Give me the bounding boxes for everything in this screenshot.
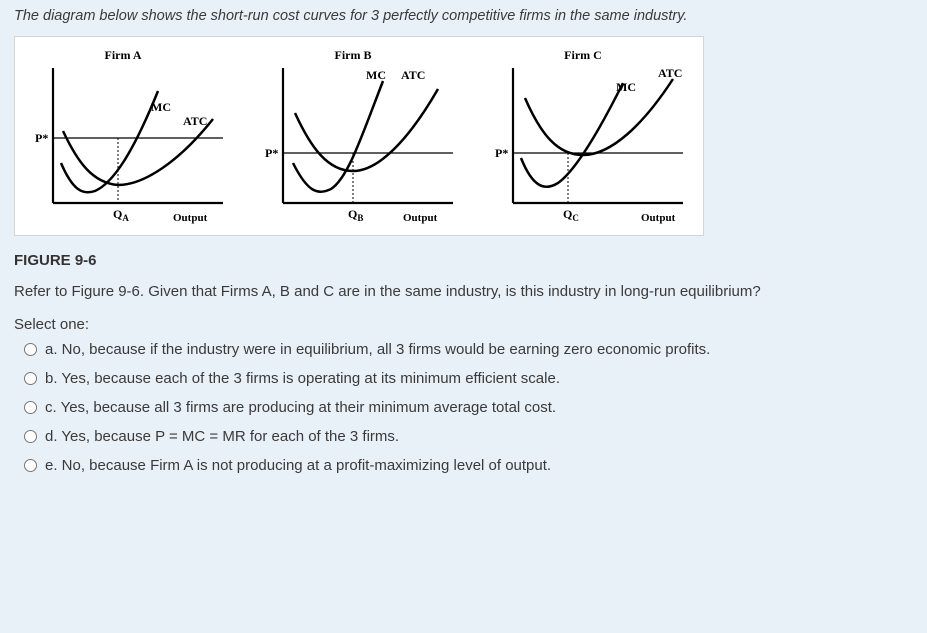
q-label-b: QB <box>348 207 363 223</box>
chart-svg-b: Firm B P* MC ATC QB Output <box>253 43 473 233</box>
radio-b[interactable] <box>24 372 37 385</box>
chart-firm-b: Firm B P* MC ATC QB Output <box>253 43 473 233</box>
option-d-text: d. Yes, because P = MC = MR for each of … <box>45 428 399 445</box>
mc-label-a: MC <box>151 100 171 114</box>
radio-a[interactable] <box>24 343 37 356</box>
output-label-c: Output <box>641 212 676 224</box>
select-one-label: Select one: <box>14 316 913 333</box>
option-b[interactable]: b. Yes, because each of the 3 firms is o… <box>24 370 913 387</box>
chart-title-a: Firm A <box>105 48 142 62</box>
question-text: Refer to Figure 9-6. Given that Firms A,… <box>14 283 913 300</box>
output-label-b: Output <box>403 212 438 224</box>
option-e[interactable]: e. No, because Firm A is not producing a… <box>24 457 913 474</box>
chart-svg-a: Firm A P* MC ATC <box>23 43 243 233</box>
chart-firm-a: Firm A P* MC ATC <box>23 43 243 233</box>
figure-box: Firm A P* MC ATC <box>14 36 704 236</box>
intro-text: The diagram below shows the short-run co… <box>14 8 913 24</box>
atc-curve-a <box>63 119 213 185</box>
option-b-text: b. Yes, because each of the 3 firms is o… <box>45 370 560 387</box>
atc-label-b: ATC <box>401 68 425 82</box>
charts-row: Firm A P* MC ATC <box>23 43 695 233</box>
p-star-label-c: P* <box>495 146 508 160</box>
options-list: a. No, because if the industry were in e… <box>14 341 913 474</box>
atc-label-c: ATC <box>658 66 682 80</box>
option-e-text: e. No, because Firm A is not producing a… <box>45 457 551 474</box>
radio-c[interactable] <box>24 401 37 414</box>
atc-curve-c <box>525 79 673 155</box>
page-container: The diagram below shows the short-run co… <box>0 0 927 633</box>
option-a-text: a. No, because if the industry were in e… <box>45 341 710 358</box>
option-c-text: c. Yes, because all 3 firms are producin… <box>45 399 556 416</box>
option-a[interactable]: a. No, because if the industry were in e… <box>24 341 913 358</box>
chart-title-c: Firm C <box>564 48 602 62</box>
figure-reference: FIGURE 9-6 <box>14 252 913 269</box>
chart-title-b: Firm B <box>335 48 372 62</box>
atc-curve-b <box>295 89 438 171</box>
mc-curve-c <box>521 83 623 187</box>
p-star-label-b: P* <box>265 146 278 160</box>
atc-label-a: ATC <box>183 114 207 128</box>
option-d[interactable]: d. Yes, because P = MC = MR for each of … <box>24 428 913 445</box>
chart-firm-c: Firm C P* MC ATC QC Output <box>483 43 703 233</box>
p-star-label-a: P* <box>35 131 48 145</box>
chart-svg-c: Firm C P* MC ATC QC Output <box>483 43 703 233</box>
q-label-c: QC <box>563 207 579 223</box>
radio-d[interactable] <box>24 430 37 443</box>
option-c[interactable]: c. Yes, because all 3 firms are producin… <box>24 399 913 416</box>
mc-label-b: MC <box>366 68 386 82</box>
mc-curve-a <box>61 91 158 192</box>
output-label-a: Output <box>173 212 208 224</box>
q-label-a: QA <box>113 207 129 223</box>
mc-label-c: MC <box>616 80 636 94</box>
radio-e[interactable] <box>24 459 37 472</box>
